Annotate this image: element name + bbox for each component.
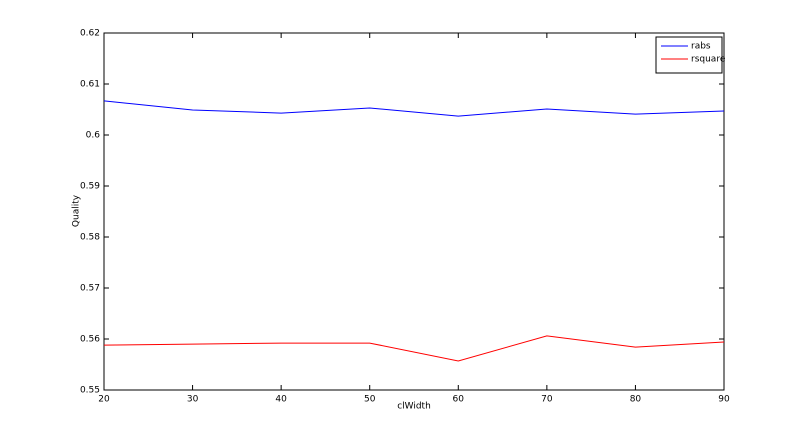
x-tick-label: 90	[718, 395, 730, 405]
x-tick-label: 60	[453, 395, 465, 405]
x-axis-label: clWidth	[397, 402, 431, 412]
y-tick-label: 0.62	[80, 29, 100, 39]
y-tick-label: 0.59	[80, 182, 100, 192]
legend-label: rsquare	[691, 55, 726, 65]
series-line	[103, 335, 725, 362]
y-tick-label: 0.57	[80, 284, 100, 294]
legend-box	[655, 36, 723, 74]
y-tick-label: 0.61	[80, 80, 100, 90]
x-tick-label: 30	[187, 395, 199, 405]
x-tick-label: 80	[630, 395, 642, 405]
y-tick-label: 0.58	[80, 233, 100, 243]
y-tick-label: 0.56	[80, 335, 100, 345]
x-tick-label: 20	[98, 395, 110, 405]
x-tick-label: 50	[364, 395, 376, 405]
y-axis-label: Quality	[72, 194, 82, 227]
y-tick-label: 0.55	[80, 386, 100, 396]
legend-label: rabs	[691, 42, 711, 52]
y-tick-label: 0.6	[86, 131, 101, 141]
x-tick-label: 70	[541, 395, 553, 405]
x-tick-label: 40	[275, 395, 287, 405]
series-line	[103, 100, 725, 117]
plot-box	[103, 32, 725, 391]
